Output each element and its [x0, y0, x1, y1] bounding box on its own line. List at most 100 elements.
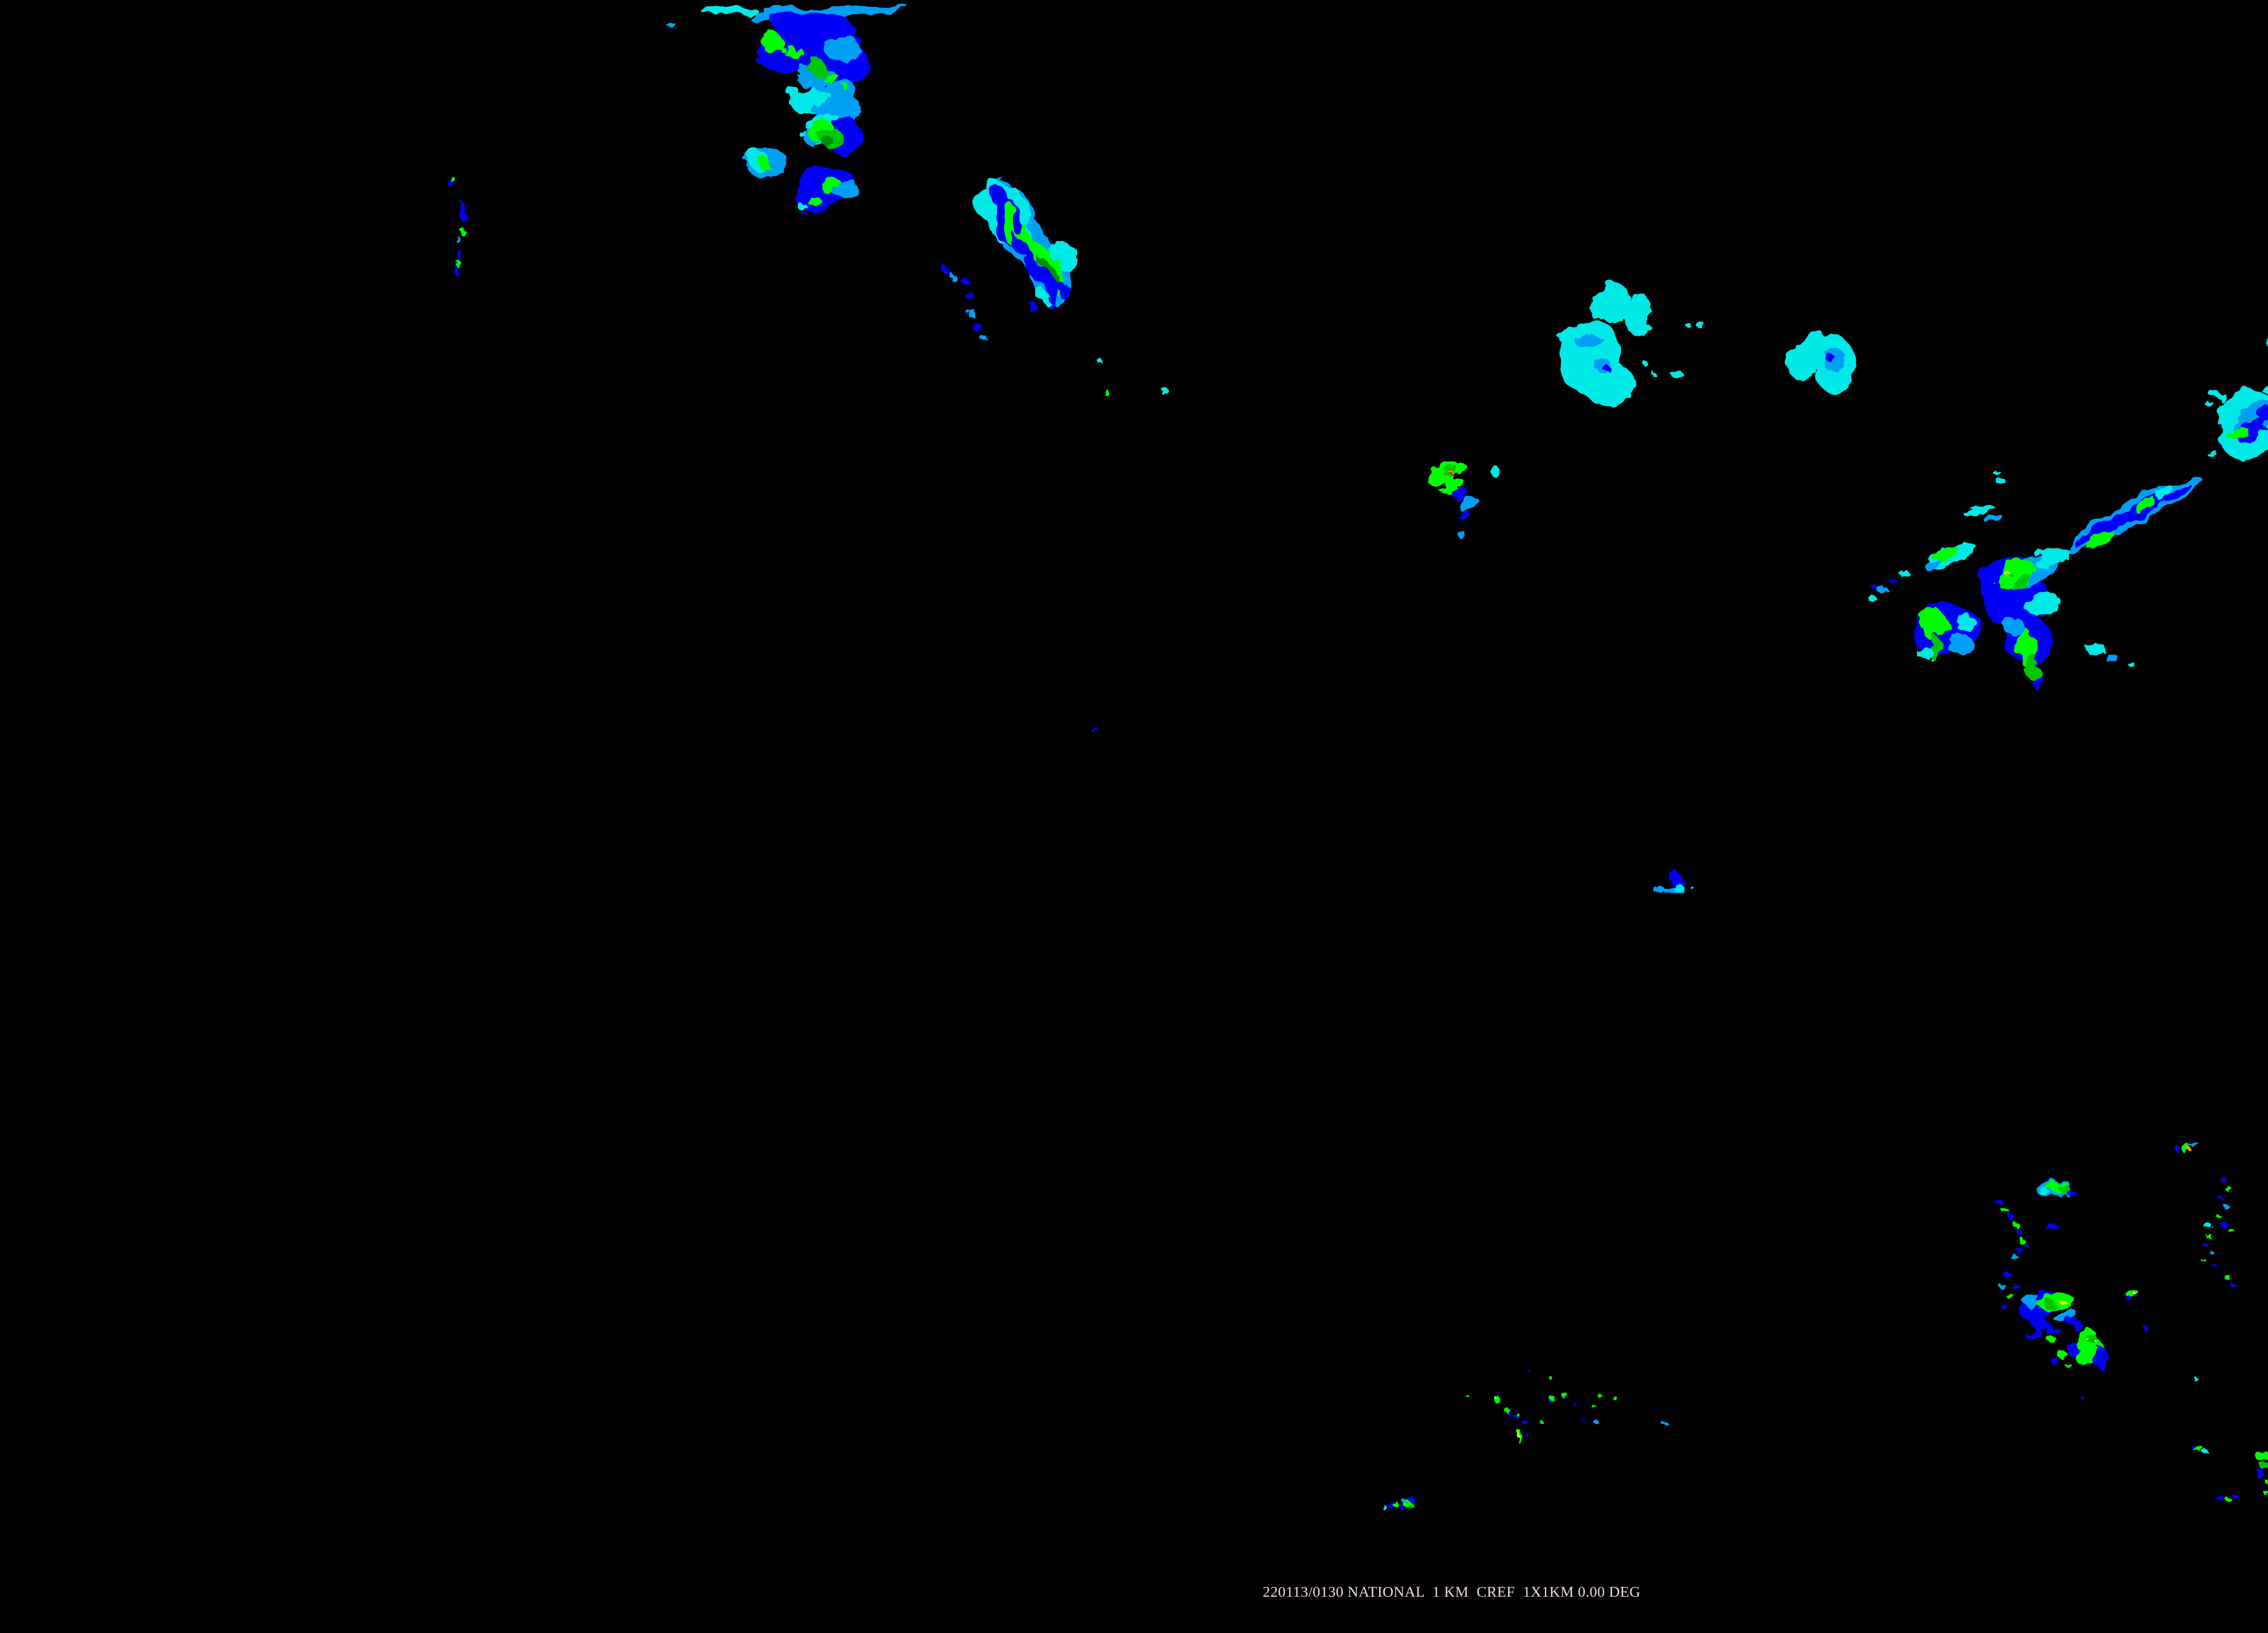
radar-echo — [1561, 1392, 1567, 1398]
radar-echo — [2034, 675, 2044, 691]
radar-echo — [1999, 1284, 2006, 1289]
radar-echo — [966, 292, 974, 299]
radar-echo — [1525, 1433, 1530, 1437]
radar-echo — [2100, 1359, 2109, 1372]
radar-echo — [1642, 361, 1647, 365]
radar-echo — [2068, 1191, 2077, 1197]
echo-group-south-florida-convection — [2191, 1378, 2268, 1501]
radar-echo — [2016, 1229, 2023, 1235]
radar-echo — [2128, 663, 2136, 667]
radar-echo — [1466, 1395, 1469, 1398]
radar-echo — [2046, 1335, 2056, 1342]
radar-echo — [797, 204, 807, 210]
radar-echo — [2205, 401, 2214, 407]
radar-echo — [824, 75, 841, 85]
radar-echo — [941, 265, 951, 274]
radar-echo — [1900, 572, 1911, 577]
radar-echo — [1668, 871, 1681, 889]
radar-echo — [1598, 1394, 1603, 1398]
radar-echo — [1460, 495, 1476, 512]
radar-echo — [2059, 1301, 2067, 1304]
radar-echo — [788, 49, 806, 61]
radar-echo — [2044, 1302, 2057, 1310]
radar-echo — [2076, 1348, 2089, 1365]
radar-echo — [820, 179, 843, 194]
radar-echo — [1602, 365, 1610, 372]
radar-echo — [2066, 1364, 2072, 1368]
radar-echo — [1696, 321, 1704, 328]
radar-echo — [1049, 244, 1066, 265]
radar-echo — [2143, 1326, 2149, 1331]
radar-echo — [2001, 1305, 2009, 1309]
radar-echo — [2218, 1196, 2224, 1200]
radar-echo — [1460, 510, 1469, 520]
radar-echo — [2220, 1222, 2229, 1228]
radar-echo — [1954, 614, 1975, 630]
echo-group-southern-plains-cell — [1653, 871, 1694, 895]
radar-echo — [460, 205, 467, 221]
radar-echo — [1402, 1499, 1406, 1502]
radar-echo — [2266, 1477, 2268, 1486]
radar-echo — [2217, 1496, 2225, 1501]
radar-echo — [2067, 1319, 2080, 1327]
radar-echo — [1889, 579, 1898, 583]
radar-echo — [1589, 304, 1612, 318]
radar-echo — [2229, 1229, 2234, 1232]
radar-echo — [1662, 1422, 1668, 1425]
radar-echo — [807, 198, 823, 206]
radar-echo — [2037, 548, 2065, 569]
echo-group-pacific-coast-line — [448, 176, 467, 275]
radar-echo — [2260, 1452, 2268, 1463]
radar-echo — [2080, 1396, 2085, 1399]
radar-echo — [1965, 504, 1991, 517]
radar-echo — [1935, 547, 1960, 561]
radar-echo — [456, 236, 460, 244]
radar-echo — [1877, 587, 1888, 593]
radar-echo — [1494, 1396, 1500, 1403]
radar-echo — [2209, 1251, 2214, 1254]
radar-echo — [2131, 1291, 2135, 1294]
radar-echo — [1097, 358, 1102, 363]
radar-echo — [2226, 433, 2234, 439]
radar-echo — [1995, 478, 2006, 484]
radar-echo — [2191, 1445, 2196, 1448]
radar-echo — [2191, 1142, 2198, 1147]
radar-echo — [1871, 584, 1877, 588]
radar-echo — [457, 260, 460, 268]
radar-echo — [802, 212, 808, 216]
echo-group-northern-rockies-band — [941, 180, 1168, 396]
echo-group-florida-peninsula — [1996, 1142, 2236, 1399]
radar-echo — [1653, 888, 1662, 892]
radar-echo — [2235, 416, 2268, 443]
radar-echo — [1393, 1502, 1399, 1507]
radar-echo — [973, 323, 982, 332]
radar-echo — [1671, 370, 1683, 378]
radar-echo — [1104, 390, 1110, 396]
radar-echo — [2007, 1213, 2014, 1219]
radar-echo — [2012, 1222, 2020, 1228]
radar-echo — [2225, 1498, 2232, 1501]
radar-echo — [667, 23, 676, 27]
radar-echo — [1549, 1401, 1553, 1403]
radar-echo — [2203, 1222, 2211, 1228]
radar-echo — [824, 37, 862, 61]
radar-echo — [2026, 654, 2039, 680]
radar-echo — [1549, 1376, 1552, 1379]
radar-echo — [2203, 1244, 2209, 1247]
radar-echo — [1161, 387, 1168, 395]
radar-echo — [2039, 1188, 2048, 1195]
radar-echo — [2000, 1207, 2009, 1213]
radar-echo — [2237, 451, 2259, 461]
radar-echo — [2186, 1146, 2190, 1149]
radar-echo — [2051, 1358, 2059, 1364]
echo-group-pacific-northwest — [667, 6, 912, 216]
radar-echo — [2003, 618, 2025, 635]
echo-group-gulf-coast-mexico — [1383, 1369, 1668, 1510]
radar-echo — [1825, 353, 1834, 362]
radar-echo — [2230, 1283, 2236, 1287]
radar-echo — [2026, 1329, 2038, 1339]
echo-group-mid-atlantic — [2205, 381, 2268, 461]
radar-echo — [2224, 1275, 2231, 1280]
radar-echo — [1549, 1396, 1555, 1401]
radar-echo — [1564, 1397, 1568, 1399]
